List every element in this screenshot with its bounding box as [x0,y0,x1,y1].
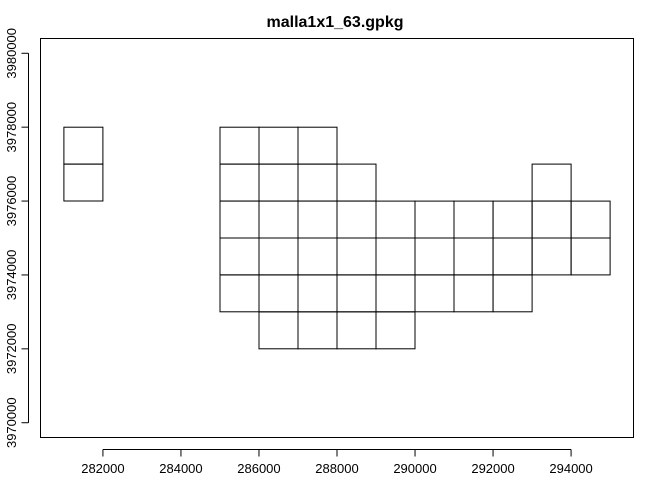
grid-cell [375,311,416,350]
x-tick-label: 282000 [81,461,124,476]
grid-cell [453,200,494,239]
grid-cell [414,237,455,276]
x-tick-label: 294000 [549,461,592,476]
grid-cell [63,163,104,202]
grid-cell [297,126,338,165]
grid-cell [453,237,494,276]
grid-cell [453,274,494,313]
grid-cells [63,126,611,350]
grid-cell [375,237,416,276]
grid-cell [336,237,377,276]
grid-cell [531,237,572,276]
plot-frame [40,38,634,438]
y-tick-label: 3980000 [4,28,19,79]
x-tick-label: 290000 [393,461,436,476]
grid-cell [414,200,455,239]
grid-cell [570,200,611,239]
grid-cell [375,274,416,313]
grid-cell [336,200,377,239]
grid-cell [336,163,377,202]
grid-cell [258,237,299,276]
grid-cell [63,126,104,165]
grid-cell [219,200,260,239]
grid-cell [258,274,299,313]
y-axis: 3970000 3972000 3974000 3976000 3978000 39800… [4,28,29,448]
grid-cell [492,274,533,313]
grid-cell [375,200,416,239]
y-tick-label: 3978000 [4,102,19,153]
grid-cell [258,311,299,350]
y-tick-label: 3970000 [4,397,19,448]
grid-cell [219,237,260,276]
grid-cell [531,200,572,239]
y-tick-label: 3976000 [4,176,19,227]
grid-cell [570,237,611,276]
grid-cell [297,274,338,313]
chart-title: malla1x1_63.gpkg [267,14,404,31]
grid-cell [336,274,377,313]
x-axis: 282000 284000 286000 288000 290000 292000 2940… [81,449,593,476]
grid-cell [297,200,338,239]
x-tick-label: 292000 [471,461,514,476]
x-tick-label: 286000 [237,461,280,476]
grid-cell [414,274,455,313]
grid-cell [336,311,377,350]
grid-cell [219,163,260,202]
grid-cell [492,237,533,276]
grid-cell [492,200,533,239]
grid-cell [219,126,260,165]
grid-cell [297,163,338,202]
grid-cell [258,163,299,202]
grid-cell [258,126,299,165]
x-tick-label: 288000 [315,461,358,476]
y-tick-label: 3974000 [4,250,19,301]
y-tick-label: 3972000 [4,324,19,375]
grid-cell [258,200,299,239]
grid-cell [297,237,338,276]
grid-cell [297,311,338,350]
x-tick-label: 284000 [159,461,202,476]
grid-cell [531,163,572,202]
grid-cell [219,274,260,313]
